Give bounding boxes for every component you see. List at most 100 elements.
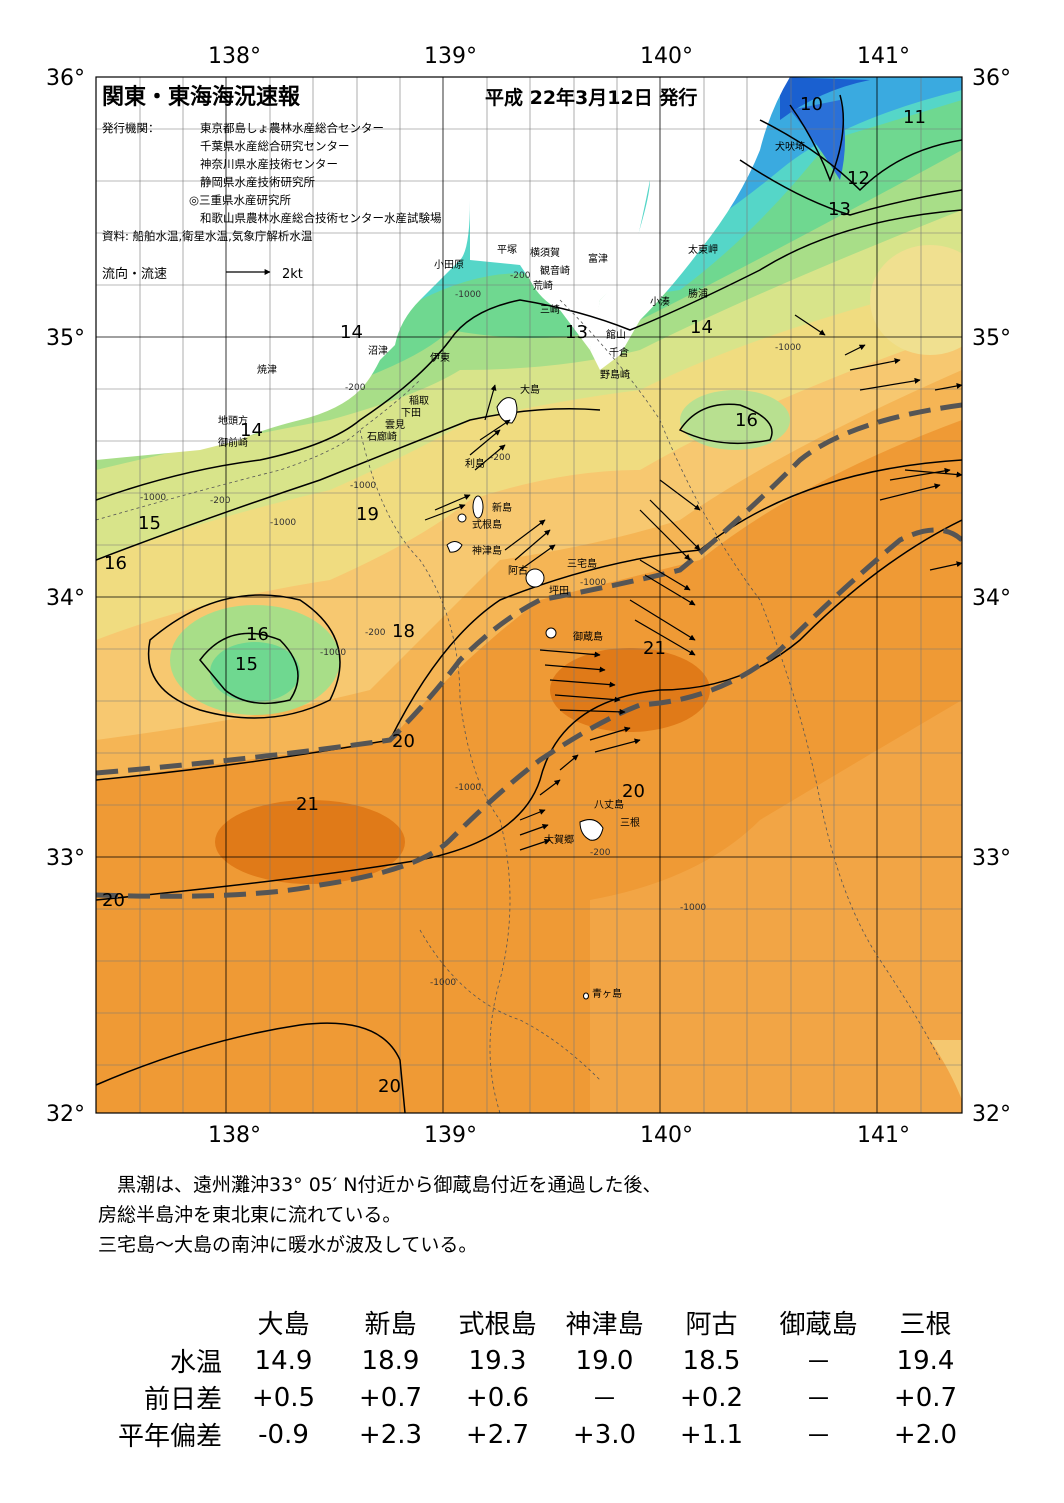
lat-tick: 34°: [46, 586, 85, 611]
publisher: 神奈川県水産技術センター: [200, 157, 338, 171]
row-label: 水温: [169, 1348, 222, 1378]
lat-tick: 33°: [46, 846, 85, 871]
station-header: 式根島: [458, 1309, 537, 1340]
publisher: 千葉県水産総合研究センター: [200, 139, 350, 153]
depth-contours: [96, 299, 941, 1113]
summary-text: 黒潮は、遠州灘沖33° 05′ N付近から御蔵島付近を通過した後、 房総半島沖を…: [98, 1170, 998, 1260]
isotherm-label: 20: [378, 1076, 401, 1097]
lon-tick: 140°: [640, 44, 693, 69]
kuroshio-axis: [96, 402, 962, 899]
table-cell: +0.6: [465, 1382, 530, 1413]
lon-tick: 141°: [857, 44, 910, 69]
place-name: 石廊崎: [367, 430, 397, 443]
table-cell: 14.9: [254, 1345, 313, 1376]
place-name: 下田: [401, 408, 421, 419]
table-cell: 18.5: [682, 1345, 741, 1376]
place-name: 八丈島: [594, 798, 624, 811]
isotherm-label: 13: [565, 322, 588, 343]
table-cell: +3.0: [572, 1419, 637, 1450]
isotherm-label: 12: [847, 168, 870, 189]
place-name: 観音崎: [540, 264, 570, 277]
place-name: 稲取: [409, 395, 429, 407]
station-header: 新島: [364, 1309, 417, 1340]
table-cell: +2.0: [893, 1419, 958, 1450]
flow-legend: 流向・流速 2kt: [102, 266, 303, 282]
flow-legend-speed: 2kt: [282, 267, 303, 282]
place-name: 御前崎: [218, 436, 248, 449]
temperature-field: 10 11 12 13 13 14 14 14 15 15 16 16 16 1…: [96, 77, 962, 1113]
table-cell: +0.2: [679, 1382, 744, 1413]
table-cell: －: [805, 1348, 832, 1378]
isotherm-label: 16: [104, 553, 127, 574]
place-names: 犬吠埼 太東岬 勝浦 小湊 富津 横須賀 観音崎 平塚 小田原 荒崎 三崎 館山…: [218, 140, 805, 1000]
depth-labels: -1000 -200 -1000 -200 -200 -1000 -1000 -…: [140, 271, 801, 988]
place-name: 三根: [620, 816, 640, 829]
publisher: ◎三重県水産研究所: [189, 193, 292, 207]
depth-label: -1000: [270, 518, 296, 528]
summary-line: 房総半島沖を東北東に流れている。: [98, 1204, 402, 1226]
lat-tick: 32°: [972, 1102, 1011, 1127]
depth-label: -200: [510, 271, 531, 281]
place-name: 館山: [606, 328, 626, 341]
table-cell: 19.3: [468, 1345, 527, 1376]
isotherm-label: 19: [356, 504, 379, 525]
place-name: 神津島: [472, 544, 502, 557]
depth-label: -200: [365, 628, 386, 638]
place-name: 大賀郷: [544, 833, 574, 846]
summary-line: 黒潮は、遠州灘沖33° 05′ N付近から御蔵島付近を通過した後、: [98, 1174, 662, 1196]
place-name: 千倉: [609, 346, 629, 359]
publisher-label: 発行機関：: [102, 121, 160, 135]
station-header: 大島: [257, 1309, 310, 1340]
place-name: 荒崎: [533, 279, 553, 292]
table-cell: －: [805, 1385, 832, 1415]
depth-label: -1000: [455, 290, 481, 300]
table-cell: 18.9: [361, 1345, 420, 1376]
publisher: 静岡県水産技術研究所: [200, 175, 315, 189]
row-label: 平年偏差: [117, 1422, 222, 1452]
data-source: 資料: 船舶水温,衛星水温,気象庁解析水温: [102, 229, 313, 243]
table-cell: +0.5: [251, 1382, 316, 1413]
lat-tick: 33°: [972, 846, 1011, 871]
place-name: 伊東: [430, 351, 450, 364]
place-name: 御蔵島: [573, 630, 603, 643]
isotherm-label: 15: [235, 654, 258, 675]
place-name: 青ヶ島: [592, 987, 622, 1000]
depth-label: -200: [345, 383, 366, 393]
depth-label: -200: [590, 848, 611, 858]
isotherm-label: 14: [690, 317, 713, 338]
table-cell: +1.1: [679, 1419, 744, 1450]
place-name: 式根島: [472, 518, 502, 531]
depth-label: -1000: [680, 903, 706, 913]
place-name: 野島崎: [600, 368, 630, 381]
place-name: 三崎: [540, 303, 560, 316]
station-header: 御蔵島: [779, 1309, 858, 1340]
isotherm-label: 15: [138, 513, 161, 534]
depth-label: -200: [490, 453, 511, 463]
islands: [446, 397, 604, 1000]
depth-label: -1000: [455, 783, 481, 793]
station-header: 三根: [899, 1309, 952, 1340]
table-row: 水温 14.9 18.9 19.3 19.0 18.5 － 19.4: [90, 1342, 979, 1379]
place-name: 新島: [492, 501, 512, 514]
depth-label: -1000: [140, 493, 166, 503]
depth-label: -200: [210, 496, 231, 506]
lon-tick: 141°: [857, 1123, 910, 1148]
table-cell: -0.9: [258, 1419, 309, 1450]
lon-tick: 138°: [208, 44, 261, 69]
table-cell: +2.7: [465, 1419, 530, 1450]
isotherm-label: 16: [246, 624, 269, 645]
isotherm-label: 11: [903, 107, 926, 128]
table-cell: +0.7: [358, 1382, 423, 1413]
latitude-ticks-right: 36° 35° 34° 33° 32°: [972, 66, 1011, 1127]
summary-line: 三宅島～大島の南沖に暖水が波及している。: [98, 1234, 478, 1256]
table-header-row: 大島 新島 式根島 神津島 阿古 御蔵島 三根: [90, 1302, 979, 1342]
issue-date: 平成 22年3月12日 発行: [485, 86, 697, 109]
lat-tick: 35°: [972, 326, 1011, 351]
place-name: 小湊: [650, 295, 670, 308]
station-temperature-table: 大島 新島 式根島 神津島 阿古 御蔵島 三根 水温 14.9 18.9 19.…: [90, 1302, 979, 1453]
depth-label: -1000: [580, 578, 606, 588]
isotherm-label: 10: [800, 94, 823, 115]
lat-tick: 32°: [46, 1102, 85, 1127]
depth-label: -1000: [775, 343, 801, 353]
place-name: 平塚: [497, 244, 517, 256]
